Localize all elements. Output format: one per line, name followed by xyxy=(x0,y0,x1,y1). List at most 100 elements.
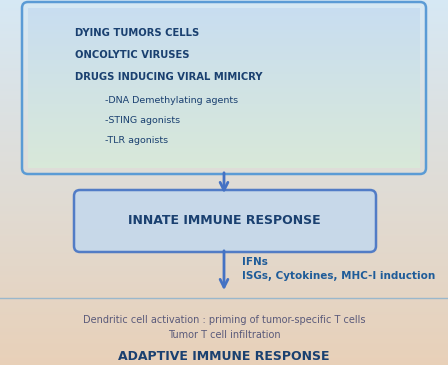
Bar xyxy=(28,48,420,50)
Bar xyxy=(0,31,448,32)
Bar xyxy=(0,149,448,150)
Bar xyxy=(0,205,448,206)
Bar xyxy=(0,257,448,258)
Bar xyxy=(0,25,448,26)
Bar xyxy=(0,91,448,92)
Bar xyxy=(0,64,448,65)
Bar xyxy=(0,8,448,9)
Bar xyxy=(0,226,448,227)
Bar xyxy=(0,229,448,230)
Bar xyxy=(0,146,448,147)
Bar xyxy=(0,41,448,42)
Bar xyxy=(0,223,448,224)
Bar xyxy=(0,61,448,62)
Bar xyxy=(0,325,448,326)
Bar xyxy=(0,57,448,58)
Bar xyxy=(0,319,448,320)
Bar xyxy=(0,134,448,135)
Bar xyxy=(0,151,448,153)
Bar xyxy=(0,127,448,128)
Bar xyxy=(0,111,448,112)
Bar xyxy=(0,32,448,33)
Bar xyxy=(0,36,448,38)
Bar xyxy=(0,184,448,185)
Bar xyxy=(0,112,448,113)
Bar xyxy=(0,38,448,39)
Bar xyxy=(0,156,448,157)
Bar xyxy=(0,258,448,259)
Bar xyxy=(0,84,448,85)
Bar xyxy=(0,73,448,74)
Bar xyxy=(0,136,448,137)
Text: DYING TUMORS CELLS: DYING TUMORS CELLS xyxy=(75,28,199,38)
Bar xyxy=(0,216,448,217)
Bar xyxy=(0,90,448,91)
Bar xyxy=(0,250,448,251)
Bar xyxy=(0,259,448,260)
Bar xyxy=(0,43,448,44)
Bar xyxy=(0,295,448,296)
Text: ONCOLYTIC VIRUSES: ONCOLYTIC VIRUSES xyxy=(75,50,190,60)
Bar xyxy=(0,327,448,328)
Bar xyxy=(0,321,448,322)
Bar xyxy=(0,48,448,49)
Bar xyxy=(28,18,420,20)
Bar xyxy=(0,62,448,63)
Bar xyxy=(28,76,420,78)
Bar xyxy=(0,180,448,181)
Bar xyxy=(0,18,448,19)
Bar xyxy=(0,222,448,223)
Bar xyxy=(0,277,448,278)
Bar xyxy=(0,362,448,363)
Bar xyxy=(0,66,448,68)
Bar xyxy=(0,26,448,27)
Bar xyxy=(0,227,448,228)
Bar xyxy=(28,158,420,160)
Bar xyxy=(0,323,448,324)
Text: Dendritic cell activation : priming of tumor-specific T cells: Dendritic cell activation : priming of t… xyxy=(83,315,365,325)
Bar xyxy=(0,37,448,38)
Bar xyxy=(0,103,448,104)
Bar xyxy=(0,338,448,339)
Bar xyxy=(0,143,448,144)
Bar xyxy=(28,94,420,96)
Bar xyxy=(0,261,448,262)
Bar xyxy=(28,134,420,136)
Bar xyxy=(0,251,448,252)
Text: ADAPTIVE IMMUNE RESPONSE: ADAPTIVE IMMUNE RESPONSE xyxy=(118,350,330,363)
Bar xyxy=(0,137,448,138)
Bar xyxy=(0,114,448,115)
Bar xyxy=(0,232,448,233)
Bar xyxy=(0,79,448,80)
Bar xyxy=(0,356,448,357)
Bar xyxy=(0,157,448,158)
Bar xyxy=(0,20,448,21)
Bar xyxy=(0,299,448,300)
Bar xyxy=(28,82,420,84)
Bar xyxy=(0,203,448,204)
Bar xyxy=(0,106,448,107)
Bar xyxy=(0,358,448,360)
Bar xyxy=(0,175,448,176)
Bar xyxy=(0,278,448,279)
Bar xyxy=(0,219,448,220)
Bar xyxy=(0,22,448,23)
Bar xyxy=(28,14,420,16)
Bar xyxy=(0,144,448,145)
Bar xyxy=(0,123,448,124)
Bar xyxy=(28,46,420,48)
Bar xyxy=(0,212,448,214)
Bar xyxy=(0,217,448,218)
Bar xyxy=(28,74,420,76)
Bar xyxy=(0,345,448,346)
Bar xyxy=(0,81,448,82)
Bar xyxy=(0,120,448,121)
Bar xyxy=(28,110,420,112)
Bar xyxy=(0,218,448,219)
Bar xyxy=(0,174,448,175)
Bar xyxy=(0,138,448,139)
Bar xyxy=(0,357,448,358)
Bar xyxy=(0,196,448,197)
Bar xyxy=(28,128,420,130)
Bar xyxy=(28,98,420,100)
